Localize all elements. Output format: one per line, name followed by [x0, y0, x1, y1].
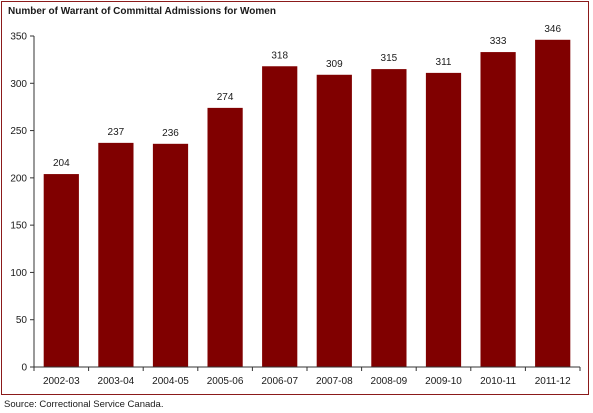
bar-value-label: 309: [326, 59, 343, 70]
y-tick-label: 200: [10, 173, 27, 184]
y-tick-label: 50: [16, 315, 28, 326]
x-tick-label: 2008-09: [371, 376, 408, 387]
bar: [152, 143, 189, 367]
y-axis: 0 50 100 150 200 250 300 350: [10, 32, 35, 374]
x-tick-label: 2004-05: [152, 376, 189, 387]
bar-value-label: 315: [381, 53, 398, 64]
bar-value-label: 346: [544, 24, 561, 35]
bar: [207, 107, 243, 368]
y-tick-label: 300: [10, 79, 27, 90]
bar-chart: 0 50 100 150 200 250 300 350 204 237 236 274 318 309…: [10, 24, 581, 387]
bar-value-label: 311: [436, 57, 452, 68]
bar-value-label: 333: [490, 36, 507, 47]
y-tick-label: 0: [21, 363, 27, 374]
x-tick-label: 2007-08: [316, 376, 353, 387]
x-tick-label: 2006-07: [261, 376, 298, 387]
bar: [480, 52, 516, 367]
bar: [316, 74, 352, 367]
bars: [43, 39, 571, 368]
x-tick-label: 2010-11: [480, 376, 516, 387]
bar: [425, 72, 462, 367]
value-labels: 204 237 236 274 318 309 315 311 333 346: [53, 24, 562, 169]
y-tick-label: 250: [10, 126, 27, 137]
x-tick-label: 2009-10: [425, 376, 462, 387]
bar: [43, 174, 79, 367]
bar-value-label: 318: [271, 50, 288, 61]
x-tick-label: 2011-12: [535, 376, 571, 387]
bar-value-label: 237: [108, 127, 125, 138]
bar: [98, 142, 134, 367]
x-tick-label: 2003-04: [98, 376, 135, 387]
x-tick-label: 2005-06: [207, 376, 244, 387]
chart-title: Number of Warrant of Committal Admission…: [8, 6, 276, 17]
bar-value-label: 236: [162, 128, 179, 139]
x-axis: 2002-03 2003-04 2004-05 2005-06 2006-07 2007-…: [33, 366, 581, 387]
bar: [535, 39, 571, 367]
x-tick-label: 2002-03: [43, 376, 80, 387]
source-note: Source: Correctional Service Canada.: [4, 399, 164, 410]
bar: [371, 69, 407, 367]
bar-value-label: 274: [217, 92, 234, 103]
bar: [262, 66, 298, 368]
bar-value-label: 204: [53, 158, 70, 169]
y-tick-label: 100: [10, 268, 27, 279]
y-tick-label: 350: [10, 32, 27, 43]
y-tick-label: 150: [10, 221, 27, 232]
